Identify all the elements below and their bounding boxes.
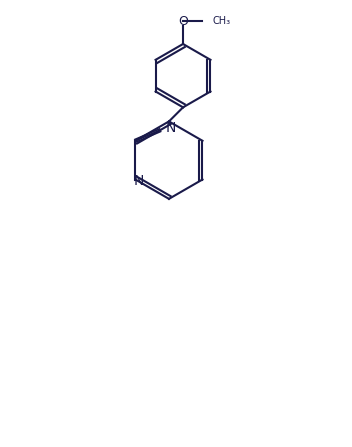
Text: O: O bbox=[178, 15, 188, 28]
Text: N: N bbox=[165, 122, 176, 135]
Text: N: N bbox=[134, 174, 144, 188]
Text: CH₃: CH₃ bbox=[213, 16, 231, 26]
